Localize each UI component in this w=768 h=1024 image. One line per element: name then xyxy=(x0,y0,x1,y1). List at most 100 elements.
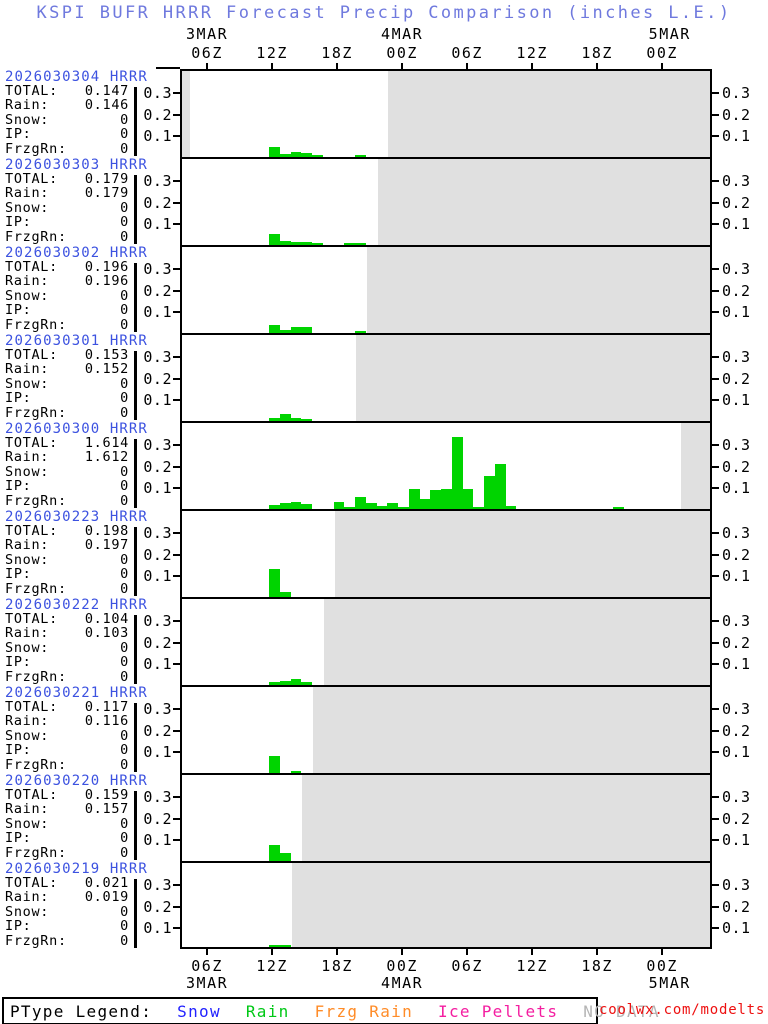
axis-tick-label: 06Z xyxy=(191,44,223,62)
y-axis-tick-left xyxy=(173,838,180,841)
y-axis-tick-right xyxy=(712,796,719,799)
stats-label: TOTAL: xyxy=(5,611,58,627)
axis-tick-mark xyxy=(271,949,274,955)
axis-tick-mark xyxy=(661,949,664,955)
stats-bracket-line xyxy=(134,615,137,684)
plot-area xyxy=(180,157,712,245)
y-axis-label-left: 0.3 xyxy=(143,700,172,719)
stats-row: Snow: 0 xyxy=(5,375,129,392)
precip-bar xyxy=(355,155,366,157)
stats-value: 0 xyxy=(120,918,129,935)
axis-tick-label: 12Z xyxy=(256,44,288,62)
y-axis-tick-left xyxy=(173,574,180,577)
y-axis-label-right: 0.1 xyxy=(722,478,751,497)
y-axis-label-left: 0.3 xyxy=(143,172,172,191)
y-axis-tick-right xyxy=(712,486,719,489)
precip-bar xyxy=(355,331,366,333)
y-axis-tick-left xyxy=(173,796,180,799)
precip-bar xyxy=(344,507,356,509)
stats-value: 0.019 xyxy=(84,889,129,906)
y-axis-label-left: 0.2 xyxy=(143,457,172,476)
stats-row: IP: 0 xyxy=(5,126,129,143)
y-axis-tick-right xyxy=(712,201,719,204)
plot-area xyxy=(180,333,712,421)
precip-bar xyxy=(269,325,280,333)
stats-row: FrzgRn: 0 xyxy=(5,669,129,684)
forecast-panel: 2026030222 HRRR TOTAL: 0.104 Rain: 0.103 Snow… xyxy=(0,597,768,685)
stats-label: TOTAL: xyxy=(5,171,58,187)
precip-bar xyxy=(290,327,302,333)
stats-value: 0 xyxy=(120,727,129,744)
stats-value: 0.117 xyxy=(84,699,129,715)
axis-tick-label: 06Z xyxy=(191,957,223,975)
stats-label: TOTAL: xyxy=(5,787,58,803)
stats-value: 0.179 xyxy=(84,171,129,187)
axis-tick-mark xyxy=(206,949,209,955)
stats-row: TOTAL: 0.153 xyxy=(5,348,129,363)
plot-area xyxy=(180,861,712,949)
stats-label: IP: xyxy=(5,126,32,143)
stats-bracket-line xyxy=(134,791,137,860)
stats-label: TOTAL: xyxy=(5,435,58,451)
y-axis-label-left: 0.3 xyxy=(143,260,172,279)
precip-bar xyxy=(301,682,313,685)
stats-label: IP: xyxy=(5,830,32,847)
stats-row: IP: 0 xyxy=(5,830,129,847)
precip-bar xyxy=(333,502,345,509)
no-data-region xyxy=(182,71,190,157)
y-axis-label-right: 0.1 xyxy=(722,566,751,585)
stats-label: FrzgRn: xyxy=(5,228,67,245)
y-axis-label-right: 0.2 xyxy=(722,105,751,124)
y-axis-tick-right xyxy=(712,532,719,535)
y-axis-tick-right xyxy=(712,729,719,732)
stats-bracket-line xyxy=(134,175,137,244)
y-axis-label-right: 0.3 xyxy=(722,84,751,103)
ptype-legend: PType Legend: Snow Rain Frzg Rain Ice Pelle… xyxy=(2,997,659,1024)
y-axis-label-left: 0.1 xyxy=(143,566,172,585)
stats-row: FrzgRn: 0 xyxy=(5,141,129,156)
axis-tick-label: 18Z xyxy=(321,44,353,62)
y-axis-tick-left xyxy=(173,113,180,116)
stats-label: TOTAL: xyxy=(5,259,58,275)
precip-stats-table: TOTAL: 0.021 Rain: 0.019 Snow: 0 IP: 0 FrzgRn: 0 xyxy=(5,876,129,948)
y-axis-tick-right xyxy=(712,750,719,753)
no-data-region xyxy=(334,511,710,597)
no-data-region xyxy=(291,863,710,947)
precip-bar xyxy=(355,497,366,509)
precip-bar xyxy=(505,506,517,509)
y-axis-tick-left xyxy=(173,884,180,887)
y-axis-label-right: 0.3 xyxy=(722,612,751,631)
y-axis-tick-right xyxy=(712,817,719,820)
y-axis-label-left: 0.3 xyxy=(143,84,172,103)
stats-bracket-line xyxy=(134,703,137,772)
y-axis-tick-left xyxy=(173,377,180,380)
stats-value: 0.198 xyxy=(84,523,129,539)
stats-label: TOTAL: xyxy=(5,523,58,539)
y-axis-label-right: 0.1 xyxy=(722,390,751,409)
stats-row: FrzgRn: 0 xyxy=(5,228,129,245)
no-data-region xyxy=(388,71,710,157)
y-axis-tick-right xyxy=(712,180,719,183)
axis-tick-label: 12Z xyxy=(256,957,288,975)
stats-label: IP: xyxy=(5,654,32,671)
y-axis-tick-right xyxy=(712,662,719,665)
precip-bar xyxy=(312,155,323,157)
y-axis-tick-right xyxy=(712,222,719,225)
credit-link[interactable]: coolwx.com/modelts xyxy=(599,1002,766,1018)
stats-value: 0 xyxy=(120,375,129,392)
y-axis-tick-left xyxy=(173,180,180,183)
axis-date-label: 5MAR xyxy=(648,974,691,992)
y-axis-tick-left xyxy=(173,620,180,623)
stats-value: 0 xyxy=(120,580,129,597)
precip-bar xyxy=(365,503,377,509)
precip-bar xyxy=(462,489,474,509)
forecast-panel: 2026030221 HRRR TOTAL: 0.117 Rain: 0.116 Snow… xyxy=(0,685,768,773)
run-id-label: 2026030300 HRRR xyxy=(5,421,148,437)
stats-bracket-line xyxy=(134,351,137,420)
stats-bracket-line xyxy=(134,527,137,596)
precip-bar xyxy=(387,503,399,509)
y-axis-tick-right xyxy=(712,289,719,292)
y-axis-label-right: 0.3 xyxy=(722,172,751,191)
y-axis-label-left: 0.2 xyxy=(143,809,172,828)
precip-bar xyxy=(269,845,280,861)
